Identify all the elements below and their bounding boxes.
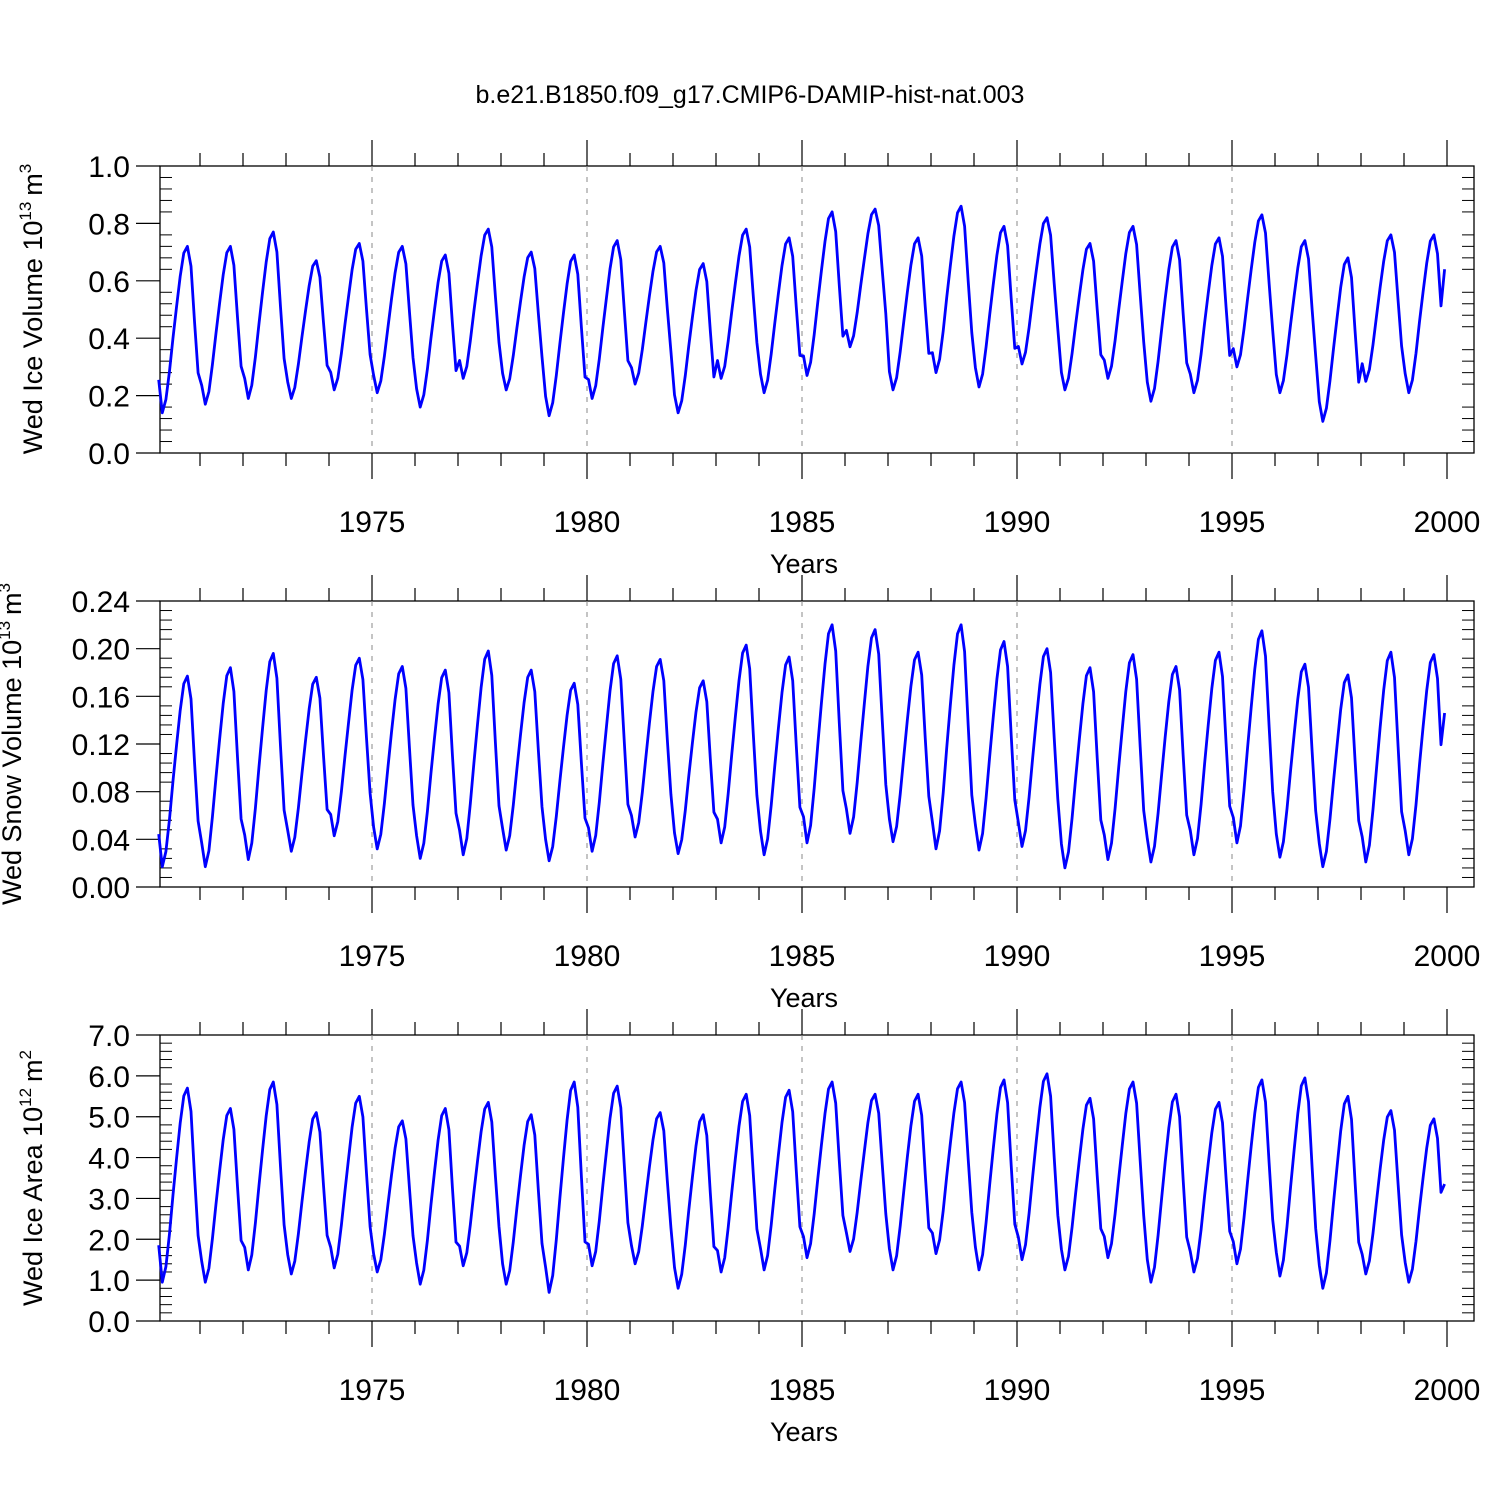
y-axis-ticks (136, 600, 1474, 888)
x-tick-label: 1985 (769, 506, 836, 539)
x-tick-label: 1985 (769, 940, 836, 973)
y-axis-label-unit: m (18, 173, 48, 196)
y-tick-label: 6.0 (88, 1061, 130, 1094)
x-axis-ticks (199, 575, 1448, 913)
y-axis-label-text: Wed Snow Volume 10 (0, 640, 27, 905)
x-tick-label: 1995 (1199, 940, 1266, 973)
y-axis-ticks (136, 1034, 1474, 1322)
y-axis-label-exponent: 12 (16, 1088, 35, 1107)
y-tick-label: 4.0 (88, 1143, 130, 1176)
y-tick-label: 0.08 (72, 777, 130, 810)
x-axis-ticks (199, 140, 1448, 479)
y-axis-label: Wed Snow Volume 1013 m3 (0, 583, 27, 905)
y-axis-tick-labels: 0.0 1.0 2.0 3.0 4.0 5.0 6.0 7.0 (88, 1020, 130, 1339)
ice-volume-series-line (157, 204, 1446, 423)
y-axis-label-text: Wed Ice Volume 10 (18, 221, 48, 455)
y-axis-tick-labels: 0.0 0.2 0.4 0.6 0.8 1.0 (88, 151, 130, 471)
x-grid (371, 1035, 1233, 1321)
y-tick-label: 2.0 (88, 1224, 130, 1257)
x-axis-ticks (199, 1009, 1448, 1347)
y-tick-label: 0.2 (88, 381, 130, 414)
y-axis-label-unit-exponent: 3 (16, 164, 35, 173)
x-grid (371, 601, 1233, 887)
x-axis-tick-labels: 1975 1980 1985 1990 1995 2000 (339, 506, 1481, 539)
plot-frame (159, 1034, 1475, 1322)
y-axis-label-exponent: 13 (16, 202, 35, 221)
plot-frame (159, 165, 1475, 454)
panel-ice-area: 1975 1980 1985 1990 1995 2000 0.0 1.0 2.0 3.0 4.0… (16, 1009, 1480, 1447)
y-axis-label: Wed Ice Volume 1013 m3 (16, 164, 48, 455)
y-tick-label: 0.20 (72, 634, 130, 667)
y-tick-label: 0.24 (72, 586, 130, 619)
figure-title: b.e21.B1850.f09_g17.CMIP6-DAMIP-hist-nat… (476, 81, 1025, 109)
y-tick-label: 3.0 (88, 1183, 130, 1216)
y-axis-label-unit-exponent: 2 (16, 1050, 35, 1059)
x-axis-label: Years (770, 549, 838, 579)
x-tick-label: 1990 (984, 940, 1051, 973)
y-axis-label-unit: m (18, 1059, 48, 1082)
x-tick-label: 2000 (1414, 940, 1481, 973)
x-axis-label: Years (770, 983, 838, 1013)
x-tick-label: 1995 (1199, 1374, 1266, 1407)
y-tick-label: 0.4 (88, 323, 130, 356)
y-axis-label-unit-exponent: 3 (0, 583, 14, 592)
y-axis-label-exponent: 13 (0, 621, 14, 640)
x-tick-label: 2000 (1414, 1374, 1481, 1407)
y-tick-label: 0.12 (72, 729, 130, 762)
y-tick-label: 0.16 (72, 681, 130, 714)
x-tick-label: 1980 (554, 1374, 621, 1407)
x-tick-label: 1995 (1199, 506, 1266, 539)
x-tick-label: 2000 (1414, 506, 1481, 539)
x-grid (371, 166, 1233, 453)
y-tick-label: 1.0 (88, 1265, 130, 1298)
y-tick-label: 5.0 (88, 1102, 130, 1135)
y-axis-tick-labels: 0.00 0.04 0.08 0.12 0.16 0.20 0.24 (72, 586, 130, 905)
y-axis-label-text: Wed Ice Area 10 (18, 1107, 48, 1306)
x-tick-label: 1975 (339, 1374, 406, 1407)
x-tick-label: 1980 (554, 940, 621, 973)
y-tick-label: 0.04 (72, 824, 130, 857)
y-tick-label: 1.0 (88, 151, 130, 184)
y-tick-label: 0.6 (88, 266, 130, 299)
x-tick-label: 1975 (339, 506, 406, 539)
y-axis-ticks (136, 165, 1474, 454)
panel-snow-volume: 1975 1980 1985 1990 1995 2000 0.00 0.04 0.08 0.1… (0, 575, 1480, 1013)
x-tick-label: 1990 (984, 506, 1051, 539)
ice-area-series-line (157, 1072, 1446, 1294)
y-tick-label: 7.0 (88, 1020, 130, 1053)
y-tick-label: 0.0 (88, 438, 130, 471)
x-tick-label: 1990 (984, 1374, 1051, 1407)
x-axis-label: Years (770, 1417, 838, 1447)
y-tick-label: 0.8 (88, 208, 130, 241)
panel-ice-volume: 1975 1980 1985 1990 1995 2000 0.0 0.2 0.4 0.6 0.8… (16, 140, 1480, 579)
y-tick-label: 0.0 (88, 1306, 130, 1339)
x-tick-label: 1975 (339, 940, 406, 973)
y-axis-label: Wed Ice Area 1012 m2 (16, 1050, 48, 1306)
x-axis-tick-labels: 1975 1980 1985 1990 1995 2000 (339, 1374, 1481, 1407)
x-tick-label: 1985 (769, 1374, 836, 1407)
x-tick-label: 1980 (554, 506, 621, 539)
y-tick-label: 0.00 (72, 872, 130, 905)
snow-volume-series-line (157, 623, 1446, 870)
x-axis-tick-labels: 1975 1980 1985 1990 1995 2000 (339, 940, 1481, 973)
y-axis-label-unit: m (0, 592, 27, 615)
